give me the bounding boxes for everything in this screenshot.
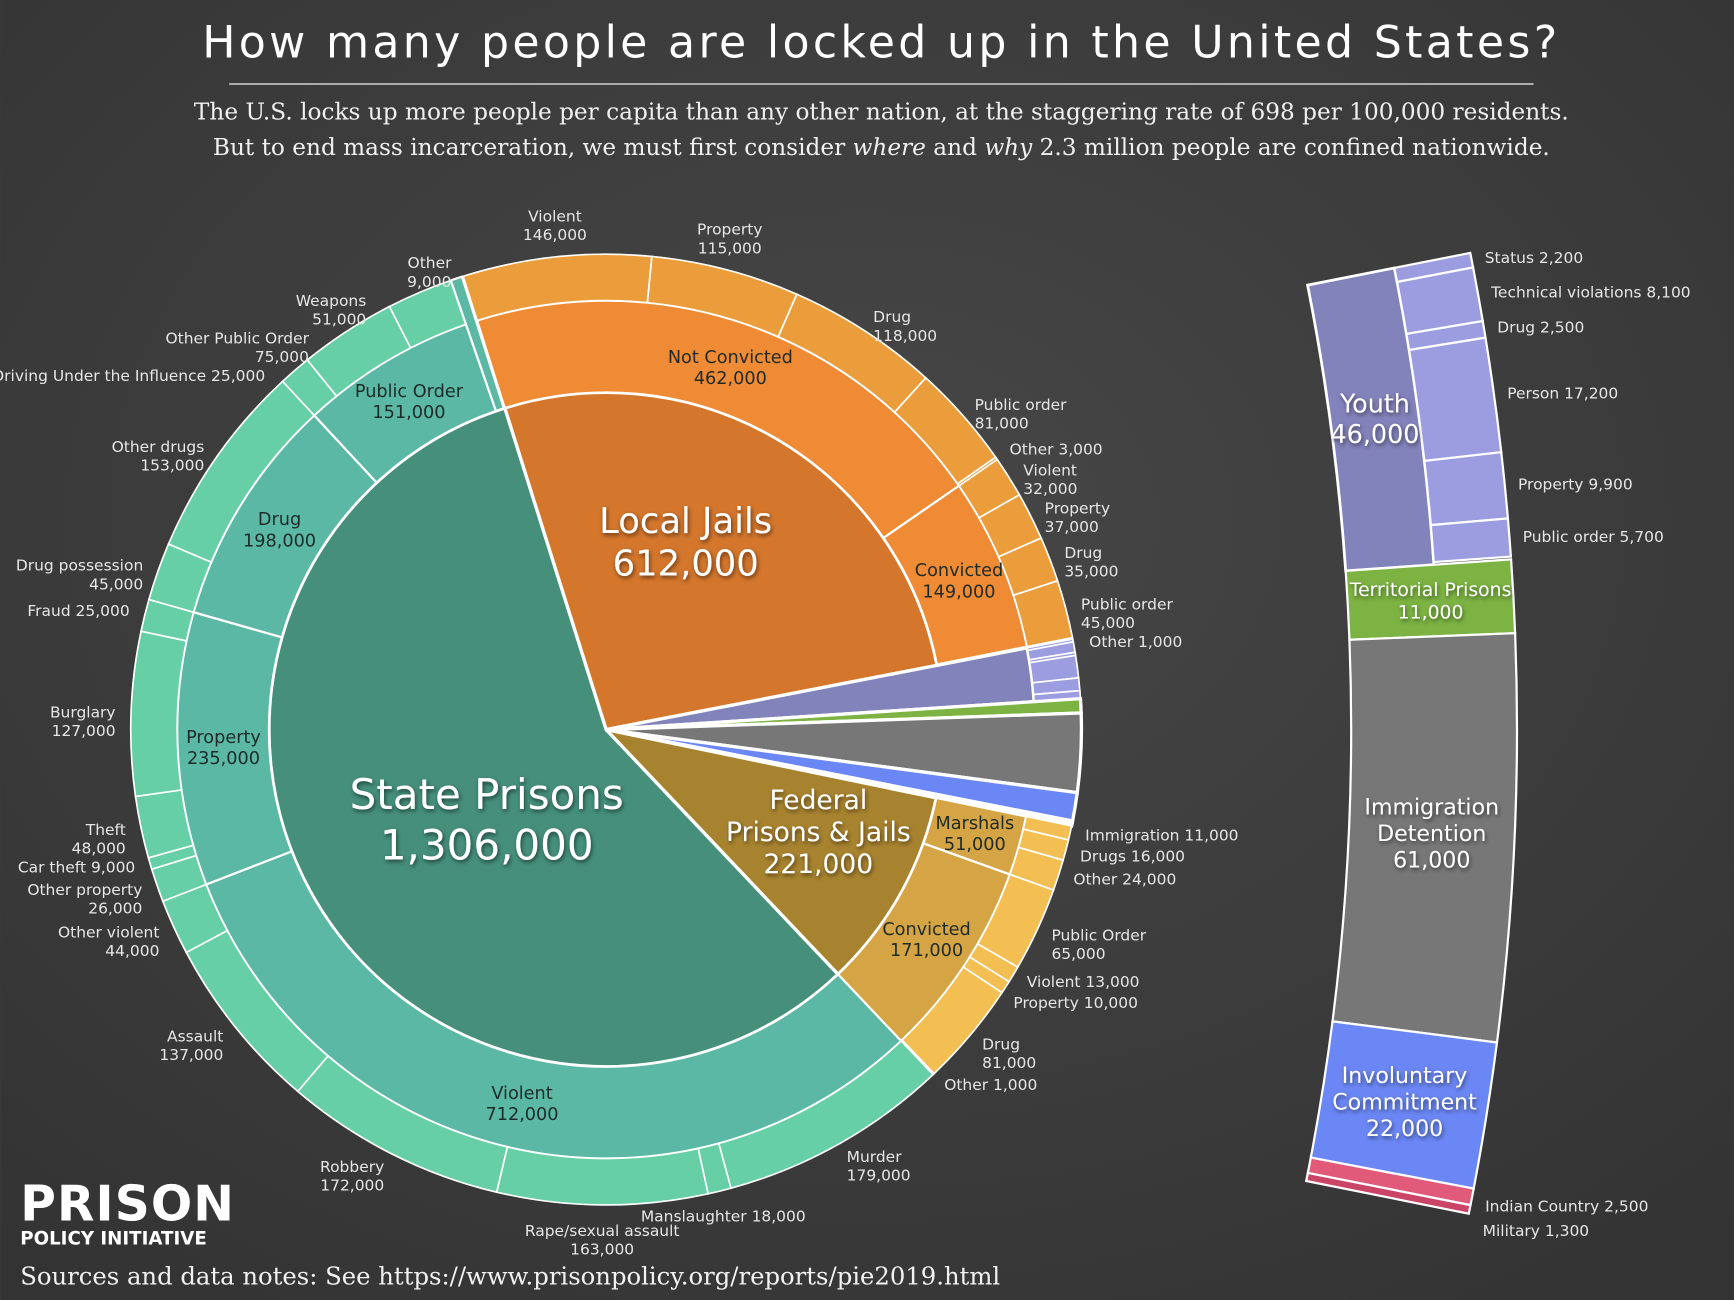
outer-label-public-order: Public order 81,000 xyxy=(975,396,1068,433)
subtitle-emphasis-where: where xyxy=(853,134,926,161)
bar-outer-label-technical-violations: Technical violations 8,100 xyxy=(1490,283,1691,301)
ring-label-convicted: Convicted 171,000 xyxy=(882,920,970,961)
subtitle-text: 2.3 million people are confined nationwi… xyxy=(1032,134,1550,161)
subtitle-text: and xyxy=(926,134,984,161)
outer-label-weapons: Weapons 51,000 xyxy=(296,292,367,329)
subtitle-text: But to end mass incarceration, we must f… xyxy=(213,134,853,161)
bar-subsegment-public-order xyxy=(1429,517,1513,564)
outer-label-drug-possession: Drug possession 45,000 xyxy=(16,557,143,594)
bar-outer-label-property: Property 9,900 xyxy=(1518,476,1633,494)
prison-policy-initiative-logo: PRISON POLICY INITIATIVE xyxy=(20,1176,235,1250)
outer-label-car-theft: Car theft 9,000 xyxy=(18,859,135,877)
logo-wordmark-top: PRISON xyxy=(20,1176,235,1232)
outer-label-drug: Drug 35,000 xyxy=(1064,544,1118,581)
bar-outer-label-military: Military 1,300 xyxy=(1483,1222,1590,1240)
outer-label-property: Property 10,000 xyxy=(1013,994,1138,1012)
outer-label-property: Property 37,000 xyxy=(1045,500,1110,537)
outer-label-theft: Theft 48,000 xyxy=(72,821,126,858)
bar-outer-label-indian-country: Indian Country 2,500 xyxy=(1485,1198,1648,1216)
slice-label-local-jails: Local Jails 612,000 xyxy=(599,501,772,584)
outer-label-violent: Violent 146,000 xyxy=(523,208,587,245)
outer-label-property: Property 115,000 xyxy=(697,221,762,258)
outer-label-rape-sexual-assault: Rape/sexual assault 163,000 xyxy=(525,1222,680,1259)
detail-bar xyxy=(1304,251,1519,1215)
ring-label-not-convicted: Not Convicted 462,000 xyxy=(668,348,793,389)
outer-label-murder: Murder 179,000 xyxy=(847,1148,911,1185)
slice-label-state-prisons: State Prisons 1,306,000 xyxy=(350,770,624,869)
outer-label-other: Other 3,000 xyxy=(1010,440,1103,458)
outer-label-driving-under-the-influence: Driving Under the Influence 25,000 xyxy=(0,367,265,385)
outer-label-other-property: Other property 26,000 xyxy=(27,881,142,918)
ring-label-violent: Violent 712,000 xyxy=(485,1084,558,1125)
subtitle-line-1: The U.S. locks up more people per capita… xyxy=(194,98,1569,125)
bar-label-involuntary-commitment: Involuntary Commitment 22,000 xyxy=(1332,1063,1477,1142)
outer-label-other-drugs: Other drugs 153,000 xyxy=(112,438,205,475)
sunburst-pie xyxy=(129,253,1084,1206)
outer-label-other: Other 1,000 xyxy=(944,1076,1037,1094)
sources-note: Sources and data notes: See https://www.… xyxy=(20,1262,1000,1291)
ring-label-convicted: Convicted 149,000 xyxy=(915,561,1003,602)
outer-label-public-order: Public order 45,000 xyxy=(1081,596,1174,633)
outer-label-drug: Drug 118,000 xyxy=(873,308,937,345)
ring-label-marshals: Marshals 51,000 xyxy=(935,814,1014,855)
outer-label-manslaughter: Manslaughter 18,000 xyxy=(641,1208,806,1226)
bar-label-youth: Youth 46,000 xyxy=(1331,389,1420,450)
outer-label-other: Other 1,000 xyxy=(1089,633,1182,651)
bar-subsegment-person xyxy=(1407,336,1503,463)
bar-outer-label-status: Status 2,200 xyxy=(1485,249,1584,267)
slice-label-federal-prisons-jails: Federal Prisons & Jails 221,000 xyxy=(726,785,911,880)
bar-segment-military xyxy=(1304,1171,1472,1215)
outer-label-violent: Violent 13,000 xyxy=(1027,973,1140,991)
bar-label-territorial-prisons: Territorial Prisons 11,000 xyxy=(1349,580,1512,624)
ring-label-public-order: Public Order 151,000 xyxy=(355,382,464,423)
outer-label-drugs: Drugs 16,000 xyxy=(1080,848,1185,866)
outer-label-violent: Violent 32,000 xyxy=(1023,461,1077,498)
subtitle-line-2: But to end mass incarceration, we must f… xyxy=(213,134,1550,161)
outer-label-burglary: Burglary 127,000 xyxy=(50,703,116,740)
outer-segment-burglary xyxy=(129,630,188,798)
outer-label-public-order: Public Order 65,000 xyxy=(1051,926,1146,963)
logo-wordmark-bottom: POLICY INITIATIVE xyxy=(20,1229,207,1250)
chart-labels: Not Convicted 462,000 Convicted 149,000 Loca… xyxy=(0,208,1691,1259)
ring-label-drug: Drug 198,000 xyxy=(243,510,316,551)
outer-label-other: Other 9,000 xyxy=(407,254,452,291)
outer-label-other-public-order: Other Public Order 75,000 xyxy=(165,329,309,366)
outer-label-assault: Assault 137,000 xyxy=(159,1027,223,1064)
bar-outer-label-drug: Drug 2,500 xyxy=(1497,319,1584,337)
outer-label-other: Other 24,000 xyxy=(1073,870,1176,888)
ring-segment-other xyxy=(449,275,506,413)
outer-label-other-violent: Other violent 44,000 xyxy=(58,923,159,960)
outer-label-robbery: Robbery 172,000 xyxy=(320,1158,384,1195)
outer-label-immigration: Immigration 11,000 xyxy=(1085,827,1238,845)
bar-outer-label-person: Person 17,200 xyxy=(1507,385,1618,403)
bar-subsegment-property xyxy=(1423,450,1510,527)
bar-outer-label-public-order: Public order 5,700 xyxy=(1523,528,1664,546)
bar-label-immigration-detention: Immigration Detention 61,000 xyxy=(1364,795,1499,874)
outer-label-drug: Drug 81,000 xyxy=(982,1035,1036,1072)
subtitle-emphasis-why: why xyxy=(984,134,1033,161)
ring-label-property: Property 235,000 xyxy=(186,728,261,769)
outer-label-fraud: Fraud 25,000 xyxy=(27,602,129,620)
page-title: How many people are locked up in the Uni… xyxy=(202,17,1560,68)
